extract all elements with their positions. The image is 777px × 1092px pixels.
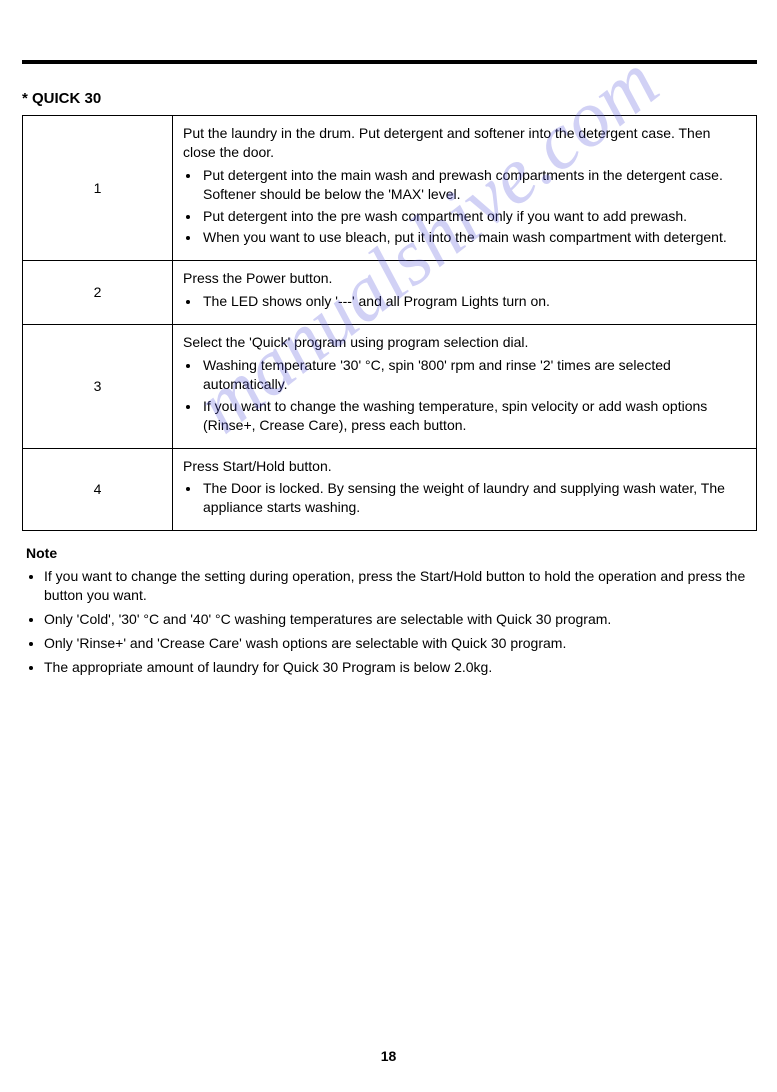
step-number: 1: [23, 116, 173, 261]
step-content: Put the laundry in the drum. Put deterge…: [173, 116, 757, 261]
section-title: * QUICK 30: [22, 90, 757, 107]
notes-list: If you want to change the setting during…: [22, 567, 757, 676]
table-row: 1 Put the laundry in the drum. Put deter…: [23, 116, 757, 261]
note-item: Only 'Cold', '30' °C and '40' °C washing…: [44, 610, 751, 629]
step-bullets: Put detergent into the main wash and pre…: [183, 166, 746, 248]
step-intro: Press Start/Hold button.: [183, 457, 746, 476]
bullet-item: Washing temperature '30' °C, spin '800' …: [201, 356, 746, 394]
note-heading: Note: [26, 545, 757, 561]
step-intro: Press the Power button.: [183, 269, 746, 288]
step-bullets: Washing temperature '30' °C, spin '800' …: [183, 356, 746, 435]
step-number: 4: [23, 448, 173, 531]
note-item: Only 'Rinse+' and 'Crease Care' wash opt…: [44, 634, 751, 653]
step-intro: Select the 'Quick' program using program…: [183, 333, 746, 352]
step-number: 2: [23, 261, 173, 325]
step-bullets: The Door is locked. By sensing the weigh…: [183, 479, 746, 517]
page-number: 18: [0, 1048, 777, 1064]
bullet-item: Put detergent into the main wash and pre…: [201, 166, 746, 204]
bullet-item: The Door is locked. By sensing the weigh…: [201, 479, 746, 517]
bullet-item: The LED shows only '---' and all Program…: [201, 292, 746, 311]
bullet-item: If you want to change the washing temper…: [201, 397, 746, 435]
table-row: 4 Press Start/Hold button. The Door is l…: [23, 448, 757, 531]
step-number: 3: [23, 325, 173, 448]
table-row: 3 Select the 'Quick' program using progr…: [23, 325, 757, 448]
step-content: Select the 'Quick' program using program…: [173, 325, 757, 448]
bullet-item: Put detergent into the pre wash compartm…: [201, 207, 746, 226]
table-row: 2 Press the Power button. The LED shows …: [23, 261, 757, 325]
step-intro: Put the laundry in the drum. Put deterge…: [183, 124, 746, 162]
page-container: * QUICK 30 1 Put the laundry in the drum…: [0, 0, 777, 1092]
note-item: The appropriate amount of laundry for Qu…: [44, 658, 751, 677]
top-rule: [22, 60, 757, 64]
step-bullets: The LED shows only '---' and all Program…: [183, 292, 746, 311]
step-content: Press the Power button. The LED shows on…: [173, 261, 757, 325]
bullet-item: When you want to use bleach, put it into…: [201, 228, 746, 247]
steps-table: 1 Put the laundry in the drum. Put deter…: [22, 115, 757, 531]
step-content: Press Start/Hold button. The Door is loc…: [173, 448, 757, 531]
note-item: If you want to change the setting during…: [44, 567, 751, 605]
section-title-text: * QUICK 30: [22, 90, 101, 107]
